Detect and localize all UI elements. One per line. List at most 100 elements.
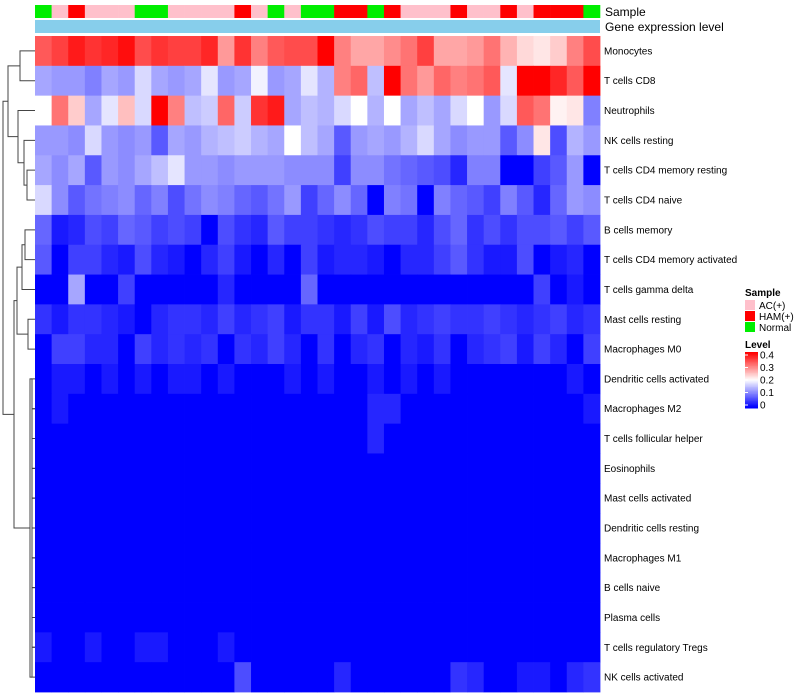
heatmap-cell	[334, 572, 352, 603]
heatmap-cell	[433, 125, 451, 156]
heatmap-cell	[217, 513, 235, 544]
dendrogram-branch	[27, 318, 35, 350]
heatmap-cell	[35, 364, 53, 395]
heatmap-cell	[400, 632, 418, 663]
heatmap-cell	[300, 453, 318, 484]
heatmap-cell	[367, 572, 385, 603]
heatmap-cell	[367, 364, 385, 395]
heatmap-cell	[417, 36, 435, 67]
heatmap-cell	[566, 542, 584, 574]
heatmap-cell	[51, 572, 69, 603]
heatmap-cell	[167, 244, 185, 275]
colorbar-tick-label: 0.2	[760, 376, 774, 387]
heatmap-cell	[400, 483, 418, 514]
heatmap-cell	[433, 483, 451, 514]
heatmap-cell	[450, 423, 468, 454]
colorbar-step	[745, 381, 758, 384]
heatmap-cell	[184, 513, 202, 544]
heatmap-cell	[284, 155, 302, 186]
heatmap-cell	[84, 453, 102, 484]
heatmap-cell	[300, 304, 318, 335]
heatmap-cell	[51, 125, 69, 156]
heatmap-cell	[101, 185, 119, 216]
colorbar-step	[745, 357, 758, 360]
heatmap-cell	[68, 304, 86, 335]
row-dendrogram	[2, 50, 35, 678]
heatmap-cell	[317, 364, 335, 395]
heatmap-cell	[433, 244, 451, 275]
heatmap-cell	[583, 393, 601, 425]
heatmap-cell	[51, 185, 69, 216]
heatmap-cell	[317, 65, 335, 97]
heatmap-cell	[267, 155, 285, 186]
heatmap-cell	[383, 304, 401, 335]
heatmap-cell	[383, 334, 401, 365]
heatmap-cell	[184, 244, 202, 275]
sample-annotation-cell	[300, 5, 318, 18]
heatmap-cell	[516, 304, 534, 335]
heatmap-cell	[467, 393, 485, 425]
heatmap-cell	[35, 483, 53, 514]
heatmap-cell	[334, 244, 352, 275]
heatmap-cell	[400, 214, 418, 246]
heatmap-cell	[533, 244, 551, 275]
heatmap-cell	[234, 572, 252, 603]
gene-expression-bar	[35, 20, 600, 33]
heatmap-cell	[184, 274, 202, 305]
heatmap-cell	[467, 274, 485, 305]
heatmap-cell	[184, 214, 202, 246]
sample-annotation-cell	[201, 5, 219, 18]
heatmap-cell	[516, 155, 534, 186]
heatmap-cell	[500, 274, 518, 305]
heatmap-cell	[300, 244, 318, 275]
heatmap-cell	[400, 453, 418, 484]
heatmap-cell	[134, 662, 152, 693]
heatmap-cell	[51, 542, 69, 574]
heatmap-cell	[284, 423, 302, 454]
heatmap-cell	[300, 274, 318, 305]
heatmap-cell	[118, 244, 136, 275]
heatmap-cell	[317, 36, 335, 67]
heatmap-cell	[417, 364, 435, 395]
heatmap-cell	[516, 572, 534, 603]
heatmap-cell	[417, 185, 435, 216]
heatmap-cell	[317, 274, 335, 305]
heatmap-cell	[184, 602, 202, 633]
sample-annotation-cell	[334, 5, 352, 18]
heatmap-cell	[583, 453, 601, 484]
heatmap-cell	[234, 334, 252, 365]
heatmap-cell	[550, 65, 568, 97]
heatmap-cell	[533, 65, 551, 97]
row-label: Macrophages M2	[604, 404, 682, 415]
heatmap-cell	[284, 185, 302, 216]
heatmap-cell	[118, 662, 136, 693]
heatmap-cell	[350, 364, 368, 395]
heatmap-cell	[267, 214, 285, 246]
heatmap-cell	[583, 572, 601, 603]
heatmap-cell	[566, 513, 584, 544]
heatmap-cell	[566, 95, 584, 126]
heatmap-cell	[450, 244, 468, 275]
heatmap-cell	[433, 572, 451, 603]
heatmap-cell	[84, 393, 102, 425]
heatmap-cell	[51, 36, 69, 67]
heatmap-cell	[267, 602, 285, 633]
heatmap-cell	[516, 393, 534, 425]
heatmap-cell	[201, 483, 219, 514]
heatmap-cell	[167, 393, 185, 425]
heatmap-cell	[151, 155, 169, 186]
heatmap-cell	[151, 95, 169, 126]
colorbar-step	[745, 388, 758, 391]
sample-annotation-cell	[134, 5, 152, 18]
colorbar-step	[745, 405, 758, 408]
heatmap-cell	[550, 483, 568, 514]
heatmap-cell	[217, 304, 235, 335]
row-label: Dendritic cells resting	[604, 524, 699, 535]
heatmap-cell	[267, 423, 285, 454]
heatmap-cell	[533, 274, 551, 305]
heatmap-cell	[400, 542, 418, 574]
colorbar-tick-label: 0.1	[760, 388, 774, 399]
colorbar-tick-label: 0.4	[760, 351, 774, 362]
legend-level-colorbar	[745, 352, 758, 409]
heatmap-cell	[101, 542, 119, 574]
